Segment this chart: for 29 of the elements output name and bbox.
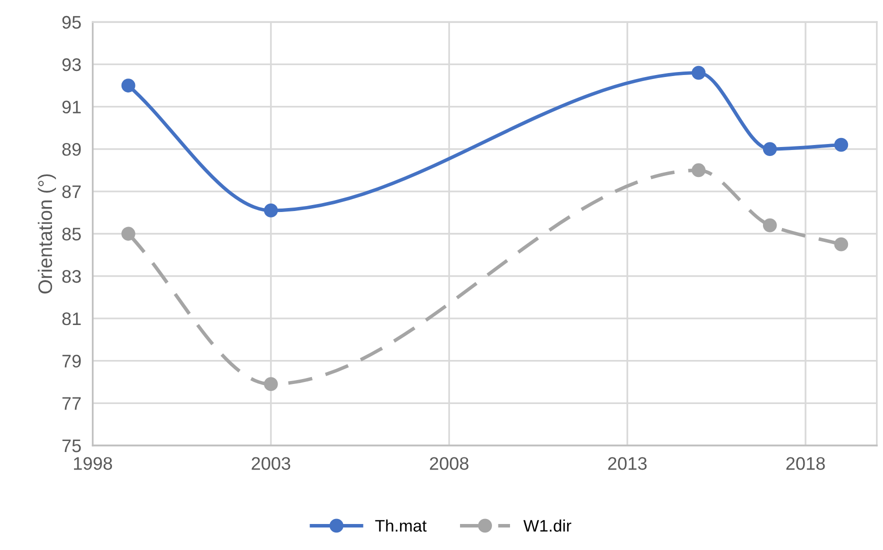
y-axis-title: Orientation (°) — [38, 174, 56, 294]
y-tick-label: 83 — [62, 270, 81, 283]
x-tick-label: 2013 — [608, 457, 647, 470]
y-tick-label: 93 — [62, 58, 81, 72]
x-tick-label: 2008 — [430, 457, 468, 470]
point — [692, 66, 706, 80]
y-tick-label: 89 — [62, 142, 81, 156]
x-tick-label: 2018 — [786, 457, 825, 470]
point — [692, 163, 706, 178]
x-tick-label: 2003 — [252, 457, 290, 470]
point — [264, 377, 278, 392]
point — [762, 142, 777, 156]
point — [121, 226, 136, 241]
point — [121, 78, 136, 92]
y-tick-label: 81 — [62, 312, 81, 326]
y-tick-label: 91 — [62, 100, 81, 114]
y-tick-label: 79 — [62, 354, 81, 368]
y-tick-label: 77 — [62, 397, 81, 410]
x-tick-label: 1998 — [74, 457, 112, 470]
y-tick-label: 75 — [62, 440, 81, 452]
y-tick-label: 87 — [62, 185, 81, 198]
y-tick-label: 95 — [62, 16, 81, 29]
point — [264, 204, 278, 218]
point — [834, 138, 848, 152]
point — [834, 237, 848, 252]
legend-label: W1.dir — [523, 519, 572, 532]
y-tick-label: 85 — [62, 228, 81, 240]
point — [762, 218, 777, 232]
legend-label: Th.mat — [375, 519, 427, 532]
